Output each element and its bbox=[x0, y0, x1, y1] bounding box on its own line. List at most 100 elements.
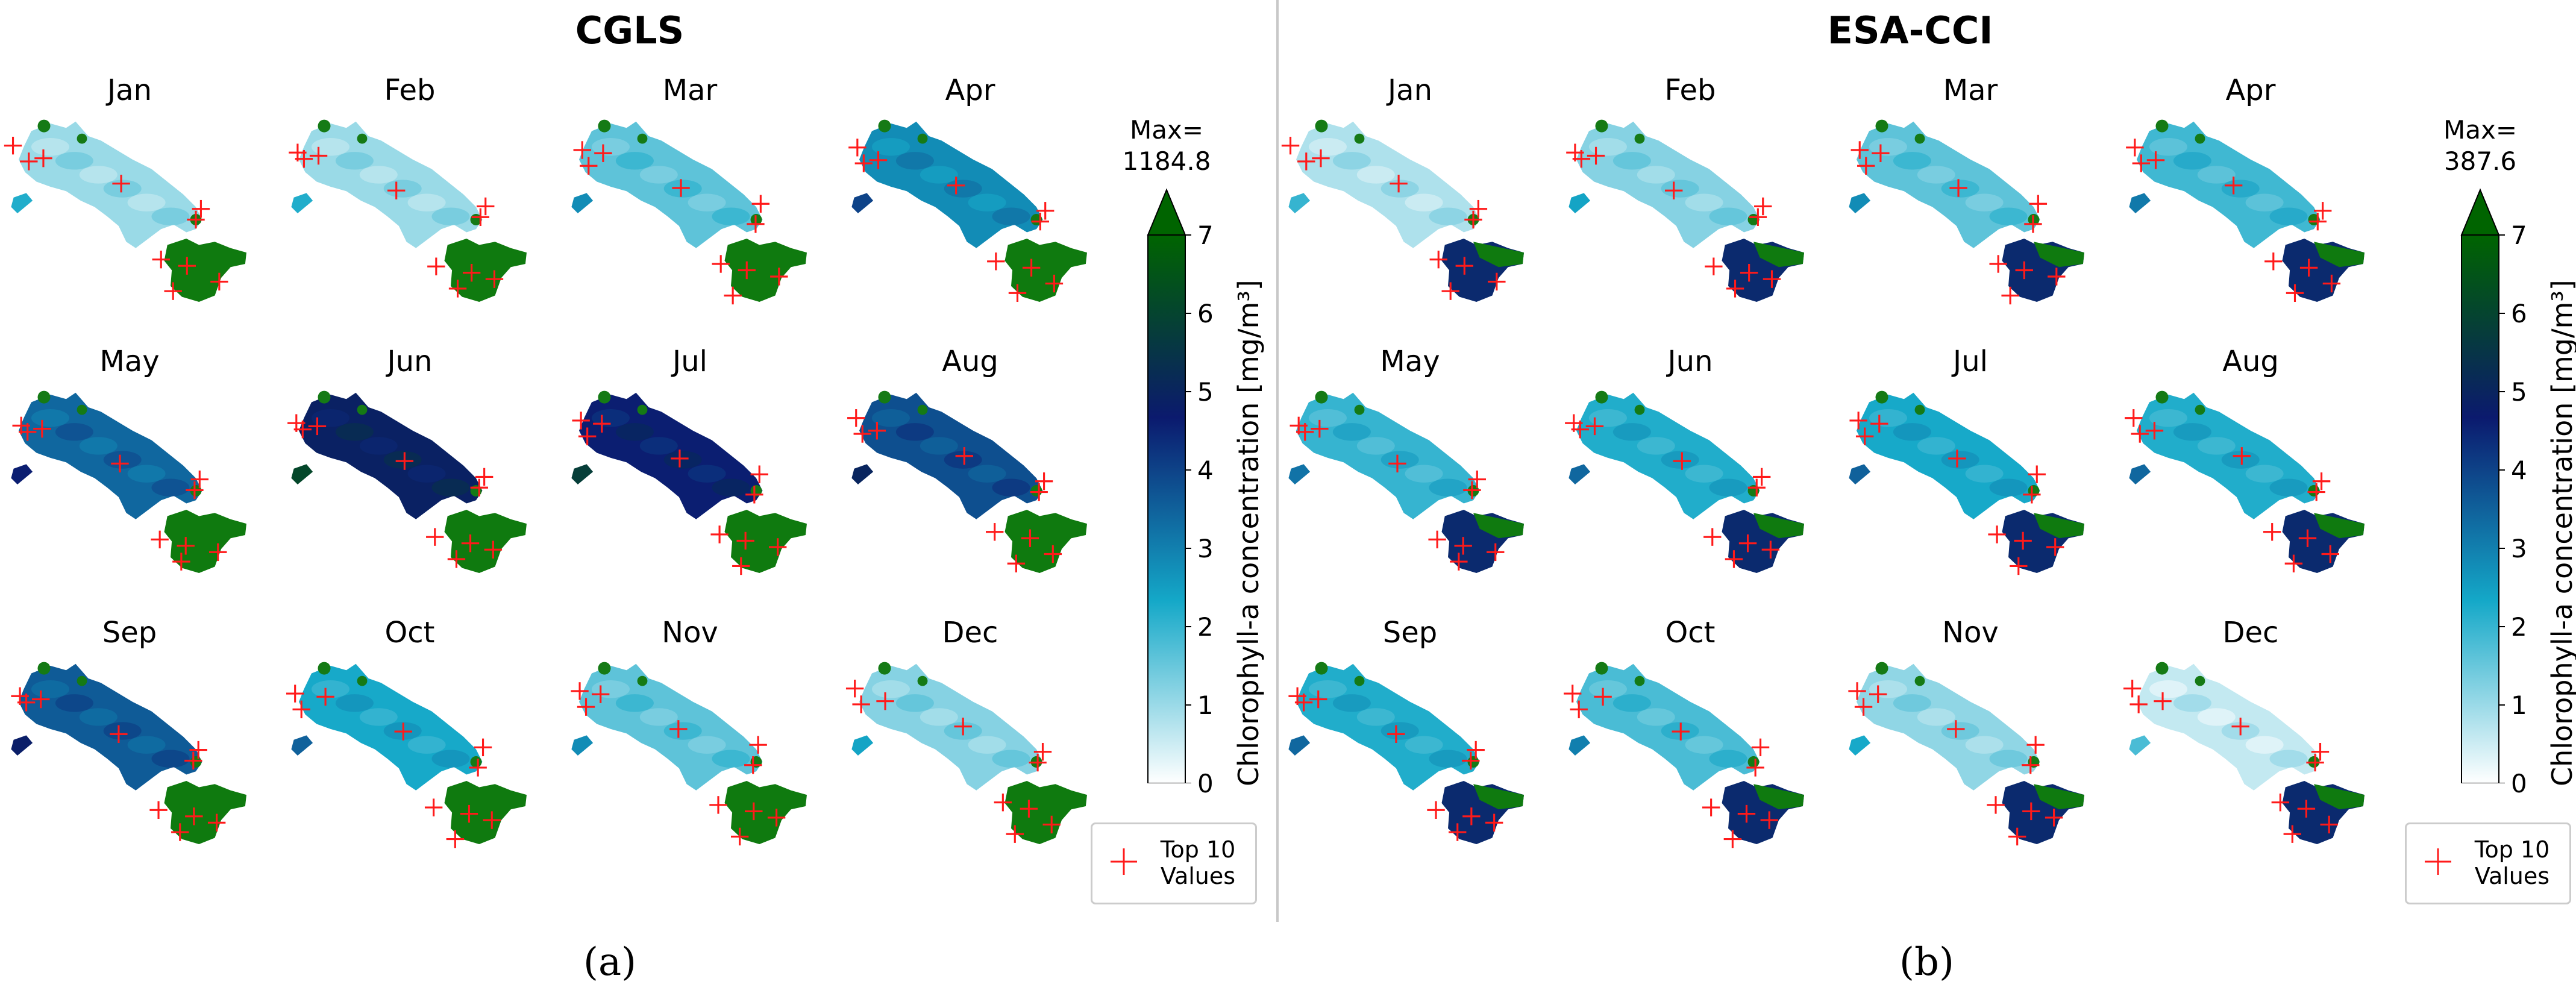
southern-bay bbox=[724, 239, 807, 302]
concentration-patch bbox=[1893, 694, 1931, 712]
concentration-patch bbox=[127, 465, 166, 483]
concentration-patch bbox=[1917, 166, 1955, 184]
top-value-marker bbox=[1726, 280, 1744, 298]
southern-bay bbox=[164, 239, 246, 302]
month-label-dec: Dec bbox=[2222, 616, 2279, 650]
shore-high-values bbox=[917, 404, 928, 415]
map-sep bbox=[11, 662, 246, 844]
concentration-patch bbox=[2245, 193, 2284, 211]
concentration-patch bbox=[1332, 694, 1371, 712]
top-value-marker bbox=[594, 144, 612, 162]
month-label-may: May bbox=[99, 345, 160, 378]
top-value-marker bbox=[1949, 179, 1967, 197]
top-value-marker bbox=[1857, 157, 1875, 175]
bay-high-values bbox=[2034, 513, 2084, 539]
concentration-patch bbox=[920, 708, 958, 726]
top-value-marker bbox=[2023, 486, 2041, 504]
concentration-patch bbox=[1709, 750, 1747, 768]
top-value-marker bbox=[1427, 801, 1445, 819]
top-value-marker bbox=[724, 286, 742, 305]
lake-arm bbox=[291, 193, 313, 213]
concentration-patch bbox=[31, 680, 69, 698]
top-value-marker bbox=[2233, 447, 2251, 465]
colorbar-extend-arrow bbox=[2460, 188, 2500, 236]
top-value-marker bbox=[1006, 825, 1024, 843]
top-value-marker bbox=[461, 534, 480, 553]
top-value-marker bbox=[868, 422, 886, 440]
concentration-patch bbox=[712, 207, 750, 225]
lake-arm bbox=[2129, 193, 2151, 213]
concentration-patch bbox=[1380, 180, 1419, 198]
top-value-marker bbox=[426, 528, 444, 546]
top-value-marker bbox=[172, 553, 190, 571]
top-value-marker bbox=[2307, 483, 2325, 501]
concentration-patch bbox=[1965, 465, 2004, 483]
top-value-marker bbox=[1870, 415, 1888, 433]
shore-high-values bbox=[598, 119, 611, 133]
shore-high-values bbox=[2155, 662, 2169, 675]
top-value-marker bbox=[1390, 174, 1408, 193]
top-value-marker bbox=[1455, 257, 1473, 275]
lake-arm bbox=[1849, 464, 1871, 484]
concentration-patch bbox=[895, 423, 934, 441]
top-value-marker bbox=[189, 741, 207, 759]
map-jun bbox=[1565, 390, 1804, 573]
concentration-patch bbox=[2173, 694, 2211, 712]
concentration-patch bbox=[1869, 138, 1907, 156]
top-value-marker bbox=[1296, 423, 1314, 441]
concentration-patch bbox=[1941, 722, 1979, 740]
shore-high-values bbox=[878, 119, 891, 133]
top-value-marker bbox=[1702, 798, 1720, 816]
top-value-marker bbox=[1008, 284, 1027, 302]
lake-arm bbox=[11, 193, 33, 213]
concentration-patch bbox=[2197, 166, 2236, 184]
concentration-patch bbox=[592, 138, 630, 156]
top-value-marker bbox=[573, 141, 591, 159]
shore-high-values bbox=[1354, 133, 1365, 144]
top-value-marker bbox=[1705, 257, 1723, 275]
top-value-marker bbox=[854, 154, 873, 172]
top-value-marker bbox=[1035, 472, 1053, 490]
concentration-patch bbox=[1612, 152, 1651, 170]
month-label-nov: Nov bbox=[1942, 616, 1999, 650]
top-value-marker bbox=[19, 423, 37, 441]
top-value-marker bbox=[745, 802, 763, 821]
shore-high-values bbox=[637, 404, 648, 415]
map-apr bbox=[848, 119, 1087, 302]
bay-high-values bbox=[1753, 242, 1804, 268]
top-value-marker bbox=[2008, 827, 2026, 846]
lake-arm bbox=[1288, 464, 1311, 484]
top-value-marker bbox=[1020, 800, 1038, 818]
top-value-marker bbox=[1031, 212, 1049, 231]
top-value-marker bbox=[580, 157, 598, 175]
top-value-marker bbox=[2298, 529, 2317, 547]
concentration-patch bbox=[407, 465, 446, 483]
top-value-marker bbox=[151, 530, 169, 549]
concentration-patch bbox=[872, 680, 910, 698]
concentration-patch bbox=[1429, 478, 1467, 497]
concentration-patch bbox=[944, 180, 982, 198]
top-value-marker bbox=[578, 427, 597, 445]
top-value-marker bbox=[1947, 720, 1965, 738]
top-value-marker bbox=[1021, 529, 1039, 547]
concentration-patch bbox=[359, 437, 398, 455]
top-value-marker bbox=[744, 756, 762, 774]
top-value-marker bbox=[1454, 537, 1472, 555]
concentration-patch bbox=[1332, 423, 1371, 441]
shore-high-values bbox=[37, 119, 51, 133]
month-label-mar: Mar bbox=[662, 74, 718, 107]
top-value-marker bbox=[190, 470, 208, 489]
concentration-patch bbox=[2173, 152, 2211, 170]
concentration-patch bbox=[1989, 750, 2028, 768]
top-value-marker bbox=[1740, 264, 1758, 282]
colorbar-tick-label: 2 bbox=[2511, 612, 2527, 642]
colorbar-tick-label: 0 bbox=[1197, 769, 1214, 798]
concentration-patch bbox=[312, 138, 349, 156]
shore-high-values bbox=[1315, 662, 1328, 675]
top-value-marker bbox=[475, 468, 494, 486]
top-value-marker bbox=[4, 136, 22, 155]
concentration-patch bbox=[103, 451, 142, 469]
top-value-marker bbox=[447, 550, 466, 568]
top-value-marker bbox=[1872, 144, 1890, 162]
bay-high-values bbox=[2314, 242, 2364, 268]
